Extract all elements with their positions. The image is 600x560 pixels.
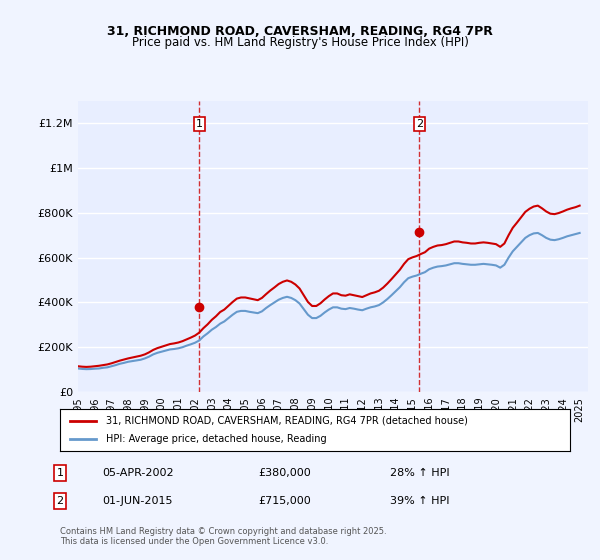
Text: 31, RICHMOND ROAD, CAVERSHAM, READING, RG4 7PR (detached house): 31, RICHMOND ROAD, CAVERSHAM, READING, R… <box>106 416 468 426</box>
Text: 05-APR-2002: 05-APR-2002 <box>102 468 173 478</box>
Text: 2: 2 <box>56 496 64 506</box>
Text: 2: 2 <box>416 119 423 129</box>
Text: £715,000: £715,000 <box>258 496 311 506</box>
Text: £380,000: £380,000 <box>258 468 311 478</box>
Text: 39% ↑ HPI: 39% ↑ HPI <box>390 496 449 506</box>
Text: 28% ↑ HPI: 28% ↑ HPI <box>390 468 449 478</box>
Text: 1: 1 <box>56 468 64 478</box>
Text: 31, RICHMOND ROAD, CAVERSHAM, READING, RG4 7PR: 31, RICHMOND ROAD, CAVERSHAM, READING, R… <box>107 25 493 38</box>
Text: 1: 1 <box>196 119 203 129</box>
Text: 01-JUN-2015: 01-JUN-2015 <box>102 496 173 506</box>
Text: HPI: Average price, detached house, Reading: HPI: Average price, detached house, Read… <box>106 434 326 444</box>
Text: Contains HM Land Registry data © Crown copyright and database right 2025.
This d: Contains HM Land Registry data © Crown c… <box>60 526 386 546</box>
Text: Price paid vs. HM Land Registry's House Price Index (HPI): Price paid vs. HM Land Registry's House … <box>131 36 469 49</box>
